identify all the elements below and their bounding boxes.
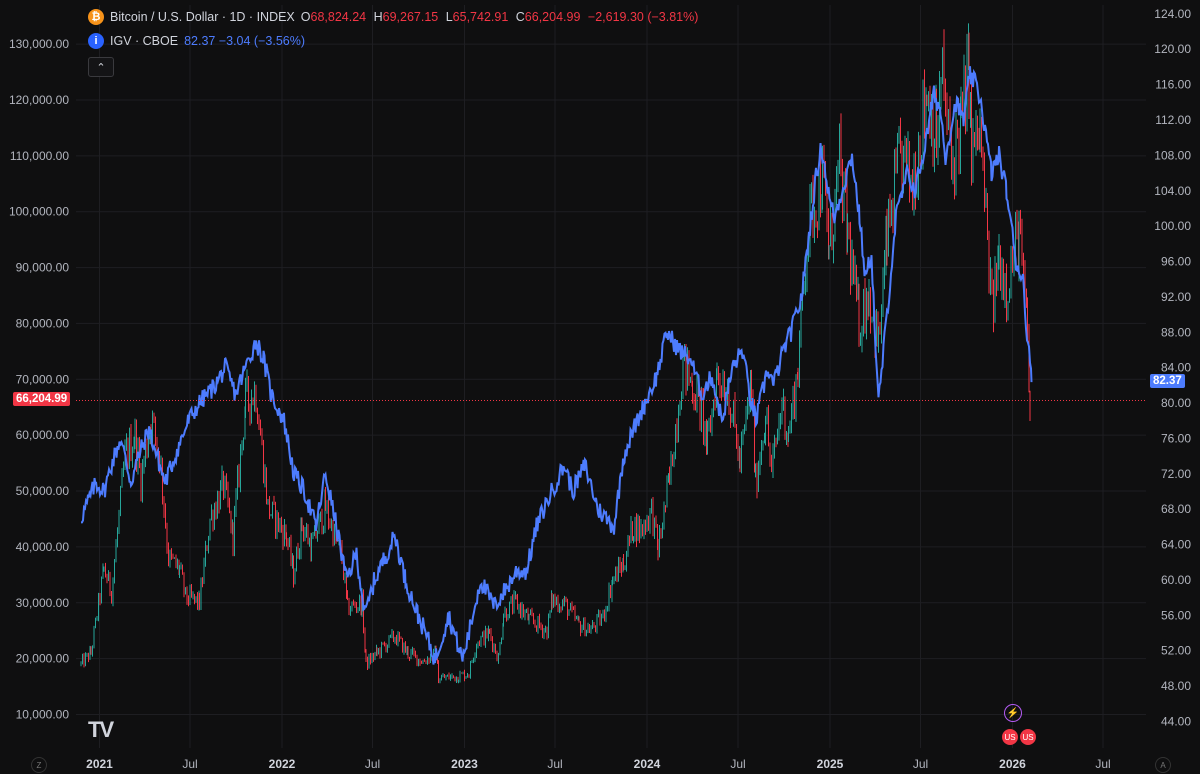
- right-axis-tick-label: 104.00: [1154, 184, 1191, 198]
- left-axis-tick-label: 30,000.00: [16, 596, 70, 610]
- right-axis-tick-label: 48.00: [1161, 679, 1191, 693]
- time-axis-tick-label: 2023: [451, 757, 478, 771]
- left-axis-tick-label: 60,000.00: [16, 428, 70, 442]
- us-flag-event-icon-2[interactable]: US: [1020, 729, 1036, 745]
- open-value: 68,824.24: [310, 10, 367, 24]
- time-axis-tick-label: Jul: [913, 757, 928, 771]
- time-axis-tick-label: 2021: [86, 757, 113, 771]
- right-axis-tick-label: 68.00: [1161, 502, 1191, 516]
- right-axis-tick-label: 112.00: [1155, 113, 1191, 127]
- right-axis-tick-label: 64.00: [1161, 538, 1191, 552]
- right-axis-tick-label: 124.00: [1154, 7, 1191, 21]
- high-key: H: [373, 10, 383, 24]
- last-price-tag-right: 82.37: [1150, 374, 1185, 389]
- bitcoin-icon: ₿: [88, 9, 104, 25]
- left-axis-tick-label: 100,000.00: [9, 205, 69, 219]
- igv-series-line: [81, 66, 1033, 665]
- collapse-legend-button[interactable]: ⌃: [88, 57, 114, 77]
- right-axis-tick-label: 96.00: [1161, 255, 1191, 269]
- compare-series-title: IGV · CBOE: [110, 34, 179, 48]
- time-axis-tick-label: Jul: [730, 757, 745, 771]
- left-price-axis[interactable]: 10,000.00 20,000.00 30,000.00 40,000.00 50,0…: [9, 37, 69, 721]
- us-flag-event-icon[interactable]: US: [1002, 729, 1018, 745]
- grid-lines: [76, 5, 1146, 748]
- left-axis-tick-label: 10,000.00: [16, 707, 70, 721]
- time-axis-tick-label: 2025: [817, 757, 844, 771]
- right-axis-tick-label: 84.00: [1161, 361, 1191, 375]
- low-key: L: [445, 10, 453, 24]
- auto-scale-right-button[interactable]: A: [1155, 757, 1171, 773]
- left-axis-tick-label: 40,000.00: [16, 540, 70, 554]
- time-axis-tick-label: 2026: [999, 757, 1026, 771]
- main-series-title: Bitcoin / U.S. Dollar · 1D · INDEX: [110, 10, 295, 24]
- time-axis-tick-label: Jul: [1095, 757, 1110, 771]
- left-axis-tick-label: 80,000.00: [16, 316, 70, 330]
- time-axis-tick-label: Jul: [182, 757, 197, 771]
- open-key: O: [300, 10, 311, 24]
- right-axis-tick-label: 44.00: [1161, 714, 1191, 728]
- right-axis-tick-label: 72.00: [1161, 467, 1191, 481]
- left-axis-tick-label: 130,000.00: [9, 37, 69, 51]
- right-axis-tick-label: 88.00: [1161, 325, 1191, 339]
- right-axis-tick-label: 120.00: [1154, 42, 1191, 56]
- right-axis-tick-label: 60.00: [1161, 573, 1191, 587]
- auto-scale-left-button[interactable]: Z: [31, 757, 47, 773]
- left-axis-tick-label: 110,000.00: [10, 149, 69, 163]
- right-axis-tick-label: 108.00: [1154, 148, 1191, 162]
- tradingview-logo[interactable]: TV: [88, 717, 114, 742]
- close-key: C: [515, 10, 525, 24]
- left-axis-tick-label: 90,000.00: [16, 261, 70, 275]
- right-axis-tick-label: 116.00: [1155, 78, 1191, 92]
- main-series-legend[interactable]: ₿ Bitcoin / U.S. Dollar · 1D · INDEX O68…: [88, 9, 702, 25]
- info-icon: i: [88, 33, 104, 49]
- lightning-event-icon[interactable]: ⚡: [1004, 704, 1022, 722]
- compare-series-value: 82.37 −3.04 (−3.56%): [184, 34, 306, 48]
- close-value: 66,204.99: [524, 10, 581, 24]
- right-axis-tick-label: 92.00: [1161, 290, 1191, 304]
- change-value: −2,619.30 (−3.81%): [587, 10, 699, 24]
- time-axis-tick-label: 2022: [269, 757, 296, 771]
- time-axis-tick-label: Jul: [547, 757, 562, 771]
- time-axis-tick-label: 2024: [634, 757, 661, 771]
- right-axis-tick-label: 80.00: [1161, 396, 1191, 410]
- time-axis-tick-label: Jul: [365, 757, 380, 771]
- low-value: 65,742.91: [452, 10, 509, 24]
- last-price-tag-left: 66,204.99: [13, 392, 71, 407]
- compare-series-legend[interactable]: i IGV · CBOE 82.37 −3.04 (−3.56%): [88, 33, 305, 49]
- left-axis-tick-label: 120,000.00: [9, 93, 69, 107]
- left-axis-tick-label: 50,000.00: [16, 484, 70, 498]
- right-axis-tick-label: 56.00: [1161, 608, 1191, 622]
- right-axis-tick-label: 100.00: [1154, 219, 1191, 233]
- high-value: 69,267.15: [382, 10, 439, 24]
- left-axis-tick-label: 70,000.00: [16, 372, 70, 386]
- time-axis[interactable]: 2021 Jul 2022 Jul 2023 Jul 2024 Jul 2025 Jul 2026 J…: [86, 757, 1111, 771]
- igv-line: [81, 66, 1033, 665]
- left-axis-tick-label: 20,000.00: [16, 652, 70, 666]
- bitcoin-candles: [80, 23, 1031, 684]
- right-axis-tick-label: 76.00: [1161, 431, 1191, 445]
- right-axis-tick-label: 52.00: [1161, 644, 1191, 658]
